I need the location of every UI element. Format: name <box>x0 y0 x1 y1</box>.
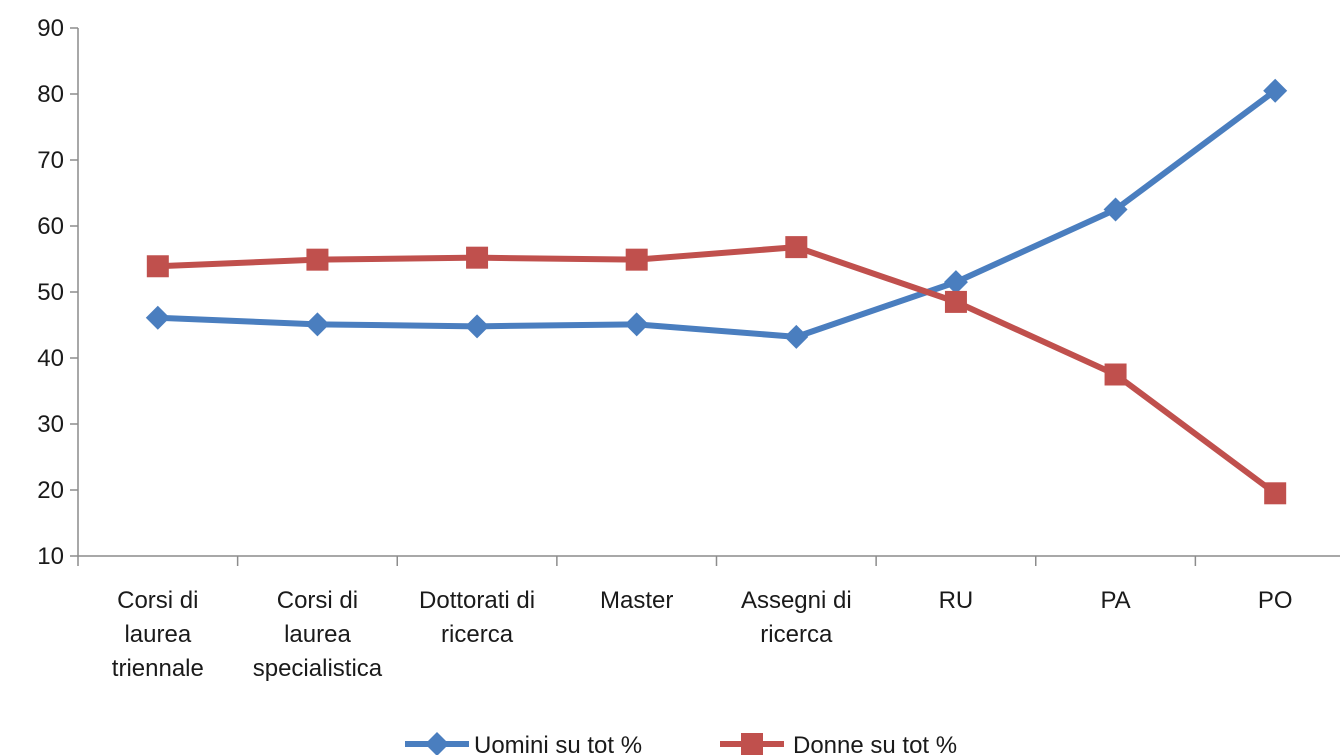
legend-marker-1 <box>741 733 763 755</box>
series-line-0 <box>154 87 1279 340</box>
y-tick-label-20: 20 <box>37 477 64 504</box>
y-tick-label-30: 30 <box>37 411 64 438</box>
data-point-1-4 <box>785 236 808 259</box>
data-point-0-5 <box>943 270 968 295</box>
data-point-1-1 <box>306 248 329 271</box>
data-point-1-7 <box>1264 482 1287 505</box>
x-category-label-line: specialistica <box>253 655 383 682</box>
y-tick-label-90: 90 <box>37 15 64 42</box>
x-category-label-line: triennale <box>112 655 204 682</box>
x-category-label-line: Assegni di <box>741 587 852 614</box>
x-category-label-line: PO <box>1258 587 1293 614</box>
data-point-1-2 <box>466 246 489 269</box>
x-category-label-4: Assegni di ricerca <box>741 587 852 648</box>
x-category-label-1: Corsi di laurea specialistica <box>253 587 383 682</box>
y-tick-label-60: 60 <box>37 213 64 240</box>
data-point-1-6 <box>1104 363 1127 386</box>
legend-label-0: Uomini su tot % <box>474 732 642 755</box>
x-category-label-5: RU <box>939 587 974 614</box>
series-line-1 <box>154 244 1279 497</box>
series-layer <box>145 78 1288 505</box>
data-point-0-1 <box>305 312 330 337</box>
x-category-label-line: laurea <box>284 621 351 648</box>
y-tick-label-80: 80 <box>37 81 64 108</box>
y-tick-label-70: 70 <box>37 147 64 174</box>
data-point-1-0 <box>146 255 169 278</box>
x-category-label-line: ricerca <box>441 621 514 648</box>
y-tick-label-10: 10 <box>37 543 64 570</box>
legend-marker-0 <box>425 732 449 755</box>
series-0 <box>145 78 1288 349</box>
x-category-label-line: Master <box>600 587 673 614</box>
x-category-label-line: ricerca <box>760 621 833 648</box>
x-category-label-line: laurea <box>124 621 191 648</box>
data-point-0-4 <box>784 324 809 349</box>
legend-item-0: Uomini su tot % <box>405 732 642 755</box>
x-category-label-line: Dottorati di <box>419 587 535 614</box>
x-category-label-line: RU <box>939 587 974 614</box>
data-point-1-3 <box>625 248 648 271</box>
legend-label-1: Donne su tot % <box>793 732 957 755</box>
legend-item-1: Donne su tot % <box>720 732 957 755</box>
data-point-0-3 <box>624 312 649 337</box>
x-category-label-2: Dottorati di ricerca <box>419 587 535 648</box>
data-point-0-0 <box>145 305 170 330</box>
legend: Uomini su tot % Donne su tot % <box>405 732 957 755</box>
data-point-1-5 <box>944 290 967 313</box>
data-point-0-6 <box>1103 197 1128 222</box>
axes: 10 20 30 40 50 60 70 80 90 Corsi di laurea triennal… <box>37 15 1340 682</box>
x-category-label-6: PA <box>1100 587 1130 614</box>
data-point-0-2 <box>465 314 490 339</box>
x-category-label-0: Corsi di laurea triennale <box>112 587 204 682</box>
x-category-label-line: PA <box>1100 587 1130 614</box>
y-tick-label-50: 50 <box>37 279 64 306</box>
data-point-0-7 <box>1263 78 1288 103</box>
x-category-label-line: Corsi di <box>117 587 198 614</box>
y-tick-label-40: 40 <box>37 345 64 372</box>
x-category-label-3: Master <box>600 587 673 614</box>
x-category-label-7: PO <box>1258 587 1293 614</box>
x-category-label-line: Corsi di <box>277 587 358 614</box>
series-1 <box>146 236 1287 505</box>
